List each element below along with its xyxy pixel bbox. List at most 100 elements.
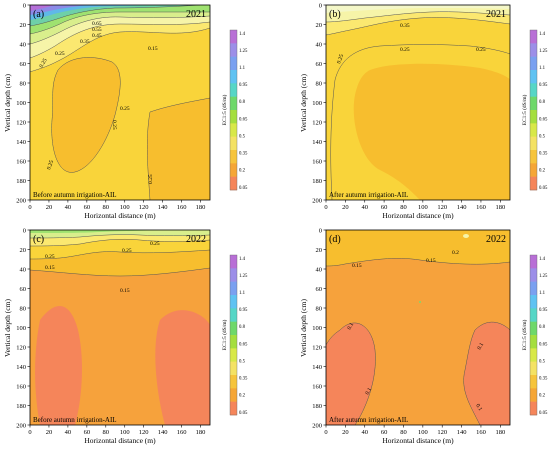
- panel-c-xtick-label: 180: [196, 429, 206, 436]
- panel-b-year: 2021: [486, 9, 506, 20]
- panel-d-colorbar-segment: [530, 295, 537, 309]
- panel-a-clabel-8: 0.25: [120, 106, 130, 112]
- panel-c-ytick-label: 0: [23, 227, 26, 234]
- panel-a-clabel-1: 0.55: [92, 27, 102, 33]
- panel-d-ytick-label: 160: [312, 383, 322, 390]
- panel-c-colorbar-segment: [230, 295, 237, 309]
- panel-c-colorbar-tick: 0.8: [239, 325, 246, 330]
- panel-d-ytick-label: 0: [319, 227, 322, 234]
- panel-d-xtick-label: 80: [400, 429, 407, 436]
- panel-d-ytick-label: 20: [316, 247, 323, 254]
- panel-b-colorbar-tick: 0.2: [539, 169, 546, 174]
- panel-d-ytick-label: 140: [312, 364, 322, 371]
- panel-b-clabel-3: 0.25: [336, 53, 345, 64]
- panel-d-xtick-label: 140: [457, 429, 467, 436]
- panel-a-colorbar-tick: 0.35: [239, 152, 248, 157]
- panel-b-ytick-label: 0: [319, 2, 322, 9]
- panel-c-colorbar-segment: [230, 268, 237, 282]
- panel-a-colorbar-frame: [229, 29, 238, 191]
- panel-a-xtick-label: 20: [46, 204, 53, 211]
- panel-b-clabel-1: 0.25: [400, 47, 410, 53]
- panel-c-contour-fill: [30, 230, 210, 425]
- panel-d-colorbar-tick: 0.8: [539, 325, 546, 330]
- panel-c-xtick-label: 20: [46, 429, 53, 436]
- panel-d-xtick-label: 100: [418, 429, 428, 436]
- panel-c-label: (c): [33, 234, 44, 245]
- panel-a-ytick-label: 120: [16, 119, 26, 126]
- panel-d-colorbar-tick: 1.1: [539, 291, 546, 296]
- panel-d-year: 2022: [486, 234, 506, 245]
- panel-b-colorbar-segment: [530, 123, 537, 137]
- panel-c-ytick-label: 80: [20, 305, 27, 312]
- panel-c-xtick-label: 80: [103, 429, 110, 436]
- panel-b-xtick-label: 20: [342, 204, 349, 211]
- panel-b-colorbar-tick: 0.05: [539, 186, 548, 191]
- panel-d-colorbar-segment: [530, 348, 537, 362]
- panel-c: (c) 2022 Before autumn irrigation-AIL Ho…: [3, 229, 211, 445]
- panel-c-clabel-3: 0.15: [45, 265, 55, 271]
- panel-c-colorbar-frame: [229, 254, 238, 416]
- panel-d-clabel-2: 0.2: [452, 250, 459, 256]
- panel-c-xtick-label: 120: [139, 429, 149, 436]
- panel-d-xtick-label: 180: [495, 429, 505, 436]
- panel-d-xtick-label: 20: [342, 429, 349, 436]
- panel-b-clabel-0: 0.35: [400, 23, 410, 29]
- panel-a-clabel-0: 0.65: [92, 21, 102, 27]
- panel-d-clabel-0: 0.15: [352, 263, 362, 269]
- panel-a-ytick-label: 160: [16, 158, 26, 165]
- panel-b-colorbar-segment: [530, 30, 537, 44]
- panel-b-clabel-2: 0.25: [476, 47, 486, 53]
- panel-b-colorbar-label: EC1:5 (dS/m): [521, 94, 528, 125]
- panel-d-colorbar-tick: 0.65: [539, 342, 548, 347]
- panel-b-colorbar-segment: [530, 150, 537, 164]
- panel-d-colorbar-segment: [530, 321, 537, 336]
- panel-b-colorbar-tick: 1.1: [539, 66, 546, 71]
- panel-b-colorbar-tick: 1.25: [539, 49, 548, 54]
- panel-b-ytick-label: 60: [316, 61, 323, 68]
- panel-d-ytick-label: 180: [312, 403, 322, 410]
- panel-c-ytick-label: 40: [20, 266, 27, 273]
- panel-c-colorbar-segment: [230, 281, 237, 296]
- panel-a-colorbar-segment: [230, 43, 237, 57]
- panel-b-ytick-label: 80: [316, 80, 323, 87]
- panel-c-colorbar-tick: 1.25: [239, 274, 248, 279]
- panel-c-clabel-2: 0.25: [150, 241, 160, 247]
- panel-a-xtick-label: 180: [196, 204, 206, 211]
- panel-d-xtick-label: 160: [476, 429, 486, 436]
- panel-b-xtick-label: 0: [324, 204, 327, 211]
- panel-a-colorbar-tick: 0.8: [239, 100, 246, 105]
- panel-a-colorbar-segment: [230, 83, 237, 97]
- panel-a-colorbar-segment: [230, 163, 237, 177]
- panel-c-colorbar-tick: 0.65: [239, 342, 248, 347]
- panel-a-ytick-label: 40: [20, 41, 27, 48]
- panel-c-colorbar-segment: [230, 308, 237, 322]
- panel-b-xtick-label: 60: [381, 204, 388, 211]
- panel-d-contour-fill: [326, 230, 510, 425]
- panel-d-xtick-label: 0: [324, 429, 327, 436]
- panel-a-xtick-label: 120: [139, 204, 149, 211]
- panel-a-xtick-label: 40: [65, 204, 72, 211]
- panel-b: (b) 2021 After autumn irrigation-AIL Hor…: [299, 4, 511, 220]
- panel-a-colorbar-segment: [230, 136, 237, 151]
- panel-a-ytick-label: 100: [16, 100, 26, 107]
- panel-b-colorbar-frame: [529, 29, 538, 191]
- panel-b-colorbar-segment: [530, 43, 537, 57]
- panel-a-ytick-label: 0: [23, 2, 26, 9]
- panel-d-xtick-label: 40: [361, 429, 368, 436]
- panel-d-colorbar-segment: [530, 375, 537, 389]
- panel-b-ytick-label: 100: [312, 100, 322, 107]
- panel-c-ytick-label: 60: [20, 286, 27, 293]
- panel-a-colorbar-segment: [230, 96, 237, 111]
- panel-c-ytick-label: 180: [16, 403, 26, 410]
- panel-c-xtick-label: 0: [28, 429, 31, 436]
- panel-c-colorbar-tick: 1.1: [239, 291, 246, 296]
- panel-a-ylabel: Vertical depth (cm): [3, 74, 12, 132]
- panel-d-colorbar-tick: 0.95: [539, 308, 548, 313]
- panel-a-xtick-label: 140: [158, 204, 168, 211]
- panel-c-xtick-label: 100: [120, 429, 130, 436]
- panel-b-ylabel: Vertical depth (cm): [299, 74, 308, 132]
- panel-d-colorbar-segment: [530, 401, 537, 416]
- panel-c-xtick-label: 140: [158, 429, 168, 436]
- panel-c-note: Before autumn irrigation-AIL: [33, 416, 117, 424]
- panel-b-colorbar-tick: 1.4: [539, 32, 546, 37]
